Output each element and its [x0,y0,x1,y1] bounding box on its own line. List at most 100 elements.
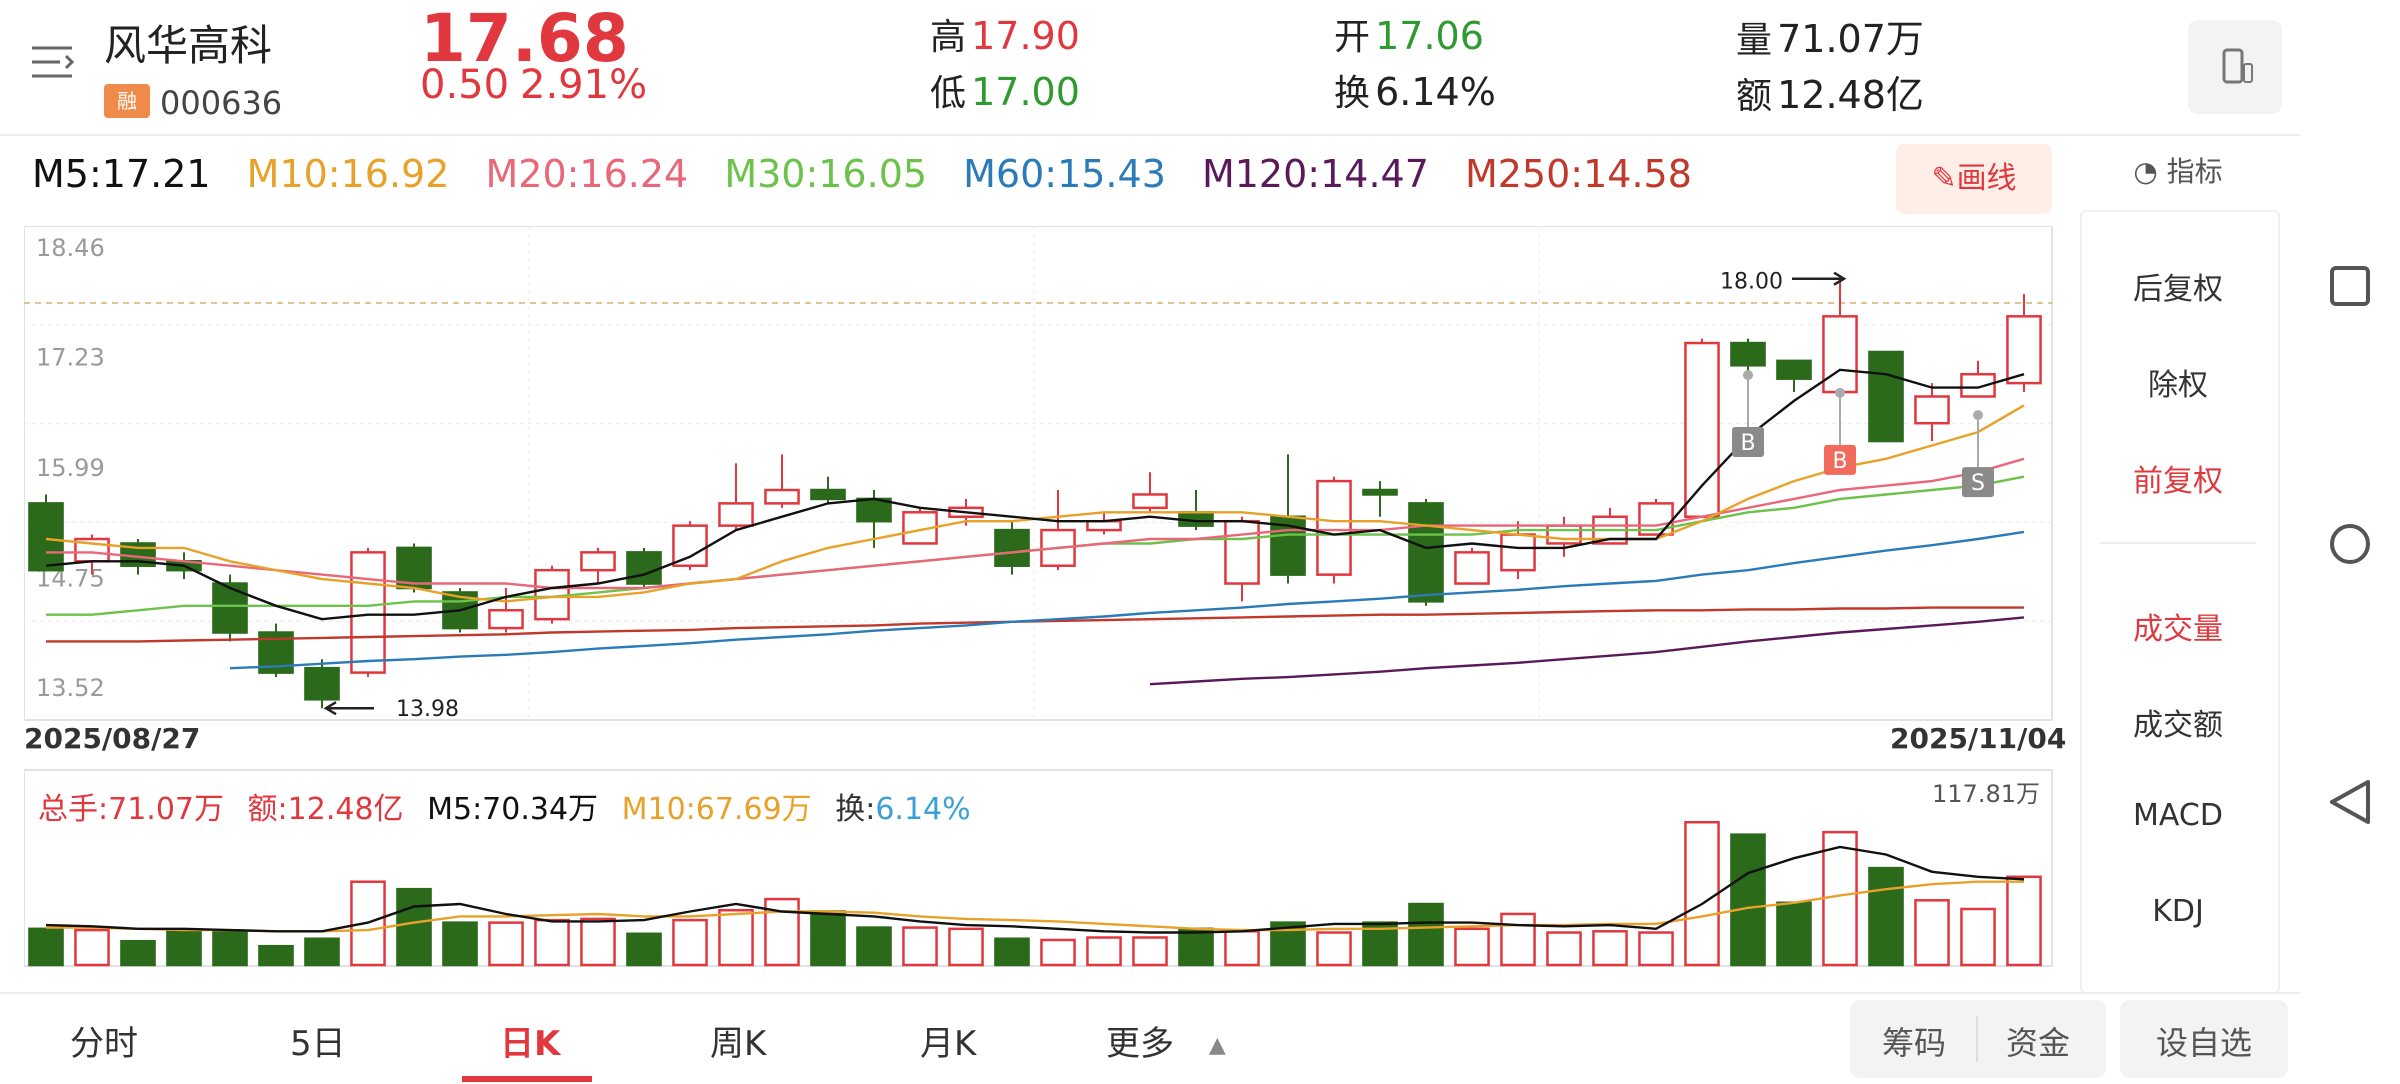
current-price: 17.68 [420,0,629,77]
funds-button[interactable]: 资金 [2006,1024,2071,1062]
buy-marker-icon-letter: B [1740,431,1755,456]
amount-value: 12.48亿 [1777,73,1924,117]
volume-bar [1224,930,1260,967]
low-quote: 低 17.00 [930,64,1080,116]
stock-header: 风华高科 融 000636 17.68 0.50 2.91% 高 17.90 低… [0,0,2300,136]
back-icon[interactable] [2330,780,2370,824]
vol-m5: M5:70.34万 [427,792,599,827]
add-watchlist-button[interactable]: 设自选 [2120,1000,2288,1078]
vol-ma10-line [46,880,2024,933]
y-tick-label: 18.46 [36,234,105,262]
candle-body [350,551,386,674]
high-label: 高 [930,17,967,58]
volume-bar [304,937,340,967]
add-watchlist-label: 设自选 [2156,1024,2253,1062]
chips-funds-group: 筹码 资金 [1850,1000,2106,1078]
open-quote: 开 17.06 [1334,8,1484,60]
low-label: 低 [930,73,967,114]
candle-body [580,551,616,572]
volume-bar [1316,931,1352,967]
x-start-date: 2025/08/27 [24,722,201,755]
candle-body [1362,488,1398,496]
volume-bar [856,926,892,967]
option-amount[interactable]: 成交额 [2133,708,2223,743]
volume-bar [626,932,662,967]
volume-bar [672,918,708,967]
volume-bar [396,887,432,967]
option-kdj[interactable]: KDJ [2152,894,2204,929]
tab-5day[interactable]: 5日 [290,1024,346,1064]
candle-body [2006,315,2042,385]
tab-intraday[interactable]: 分时 [70,1024,138,1064]
price-change-pct: 2.91% [520,62,648,108]
option-volume[interactable]: 成交量 [2133,612,2223,647]
chips-button[interactable]: 筹码 [1882,1024,1947,1062]
min-price-label: 13.98 [396,697,459,722]
stock-name: 风华高科 [104,21,273,70]
low-value: 17.00 [971,70,1080,114]
option-macd[interactable]: MACD [2133,798,2223,833]
candle-body [1868,350,1904,443]
draw-line-button[interactable]: ✎画线 [1896,144,2052,214]
volume-bar [1546,931,1582,967]
volume-bar [1592,930,1628,967]
candle-body [1500,533,1536,572]
tab-more-label: 更多 [1106,1024,1174,1064]
adjust-options-box [2080,210,2280,994]
ma250-label: M250:14.58 [1464,152,1692,196]
menu-icon[interactable] [32,44,80,84]
volume-bar [1684,820,1720,967]
buy-marker-icon-dot [1835,387,1845,398]
candle-body [626,551,662,585]
volume-bar [810,910,846,967]
volume-value: 71.07万 [1777,17,1924,61]
seg-divider [1976,1016,1978,1062]
volume-bar [1868,866,1904,967]
candle-body [672,524,708,567]
ma30-line [46,475,2025,616]
kline-chart[interactable]: 18.4617.2315.9914.7513.5218.0013.98BBS11… [24,226,2064,986]
stock-code: 000636 [160,84,283,122]
ma-legend: M5:17.21 M10:16.92 M20:16.24 M30:16.05 M… [32,152,1716,208]
high-value: 17.90 [971,14,1080,58]
indicator-button[interactable]: ◔ 指标 [2080,150,2276,190]
tab-monthly-k[interactable]: 月K [920,1024,977,1064]
volume-bar [1822,830,1858,967]
volume-bar [488,921,524,967]
open-value: 17.06 [1375,14,1484,58]
option-ex-rights[interactable]: 除权 [2148,368,2208,403]
volume-bar [212,930,248,967]
volume-panel-border [24,769,2053,967]
volume-bar [534,918,570,967]
candle-body [1730,341,1766,367]
recent-apps-icon[interactable] [2330,266,2370,306]
candle-body [1960,372,1996,398]
volume-bar [1086,936,1122,967]
ma20-line [46,457,2025,590]
buy-marker-icon [1824,444,1856,475]
volume-bar [1500,912,1536,967]
option-forward-adjust[interactable]: 前复权 [2133,464,2223,499]
volume-bar [1040,938,1076,967]
device-rotate-icon [2222,48,2253,84]
ma60-label: M60:15.43 [963,152,1166,196]
home-icon[interactable] [2330,524,2370,564]
amount-quote: 额 12.48亿 [1736,64,1924,119]
landscape-toggle-button[interactable] [2188,20,2282,114]
volume-bar [1914,899,1950,967]
sell-marker-icon-letter: S [1971,471,1985,496]
volume-bar [74,928,110,967]
volume-bar [166,930,202,967]
tab-weekly-k[interactable]: 周K [710,1024,767,1064]
sell-marker-icon-dot [1973,410,1983,421]
candle-body [304,666,340,701]
ma120-label: M120:14.47 [1201,152,1429,196]
option-back-adjust[interactable]: 后复权 [2133,272,2223,307]
volume-bar [1776,901,1812,967]
candle-body [1822,315,1858,394]
volume-bar [994,937,1030,967]
tab-daily-k[interactable]: 日K [500,1024,561,1064]
tab-more[interactable]: 更多 ▲ [1106,1016,1226,1065]
turnover-quote: 换 6.14% [1334,64,1496,116]
max-price-label: 18.00 [1720,270,1783,295]
